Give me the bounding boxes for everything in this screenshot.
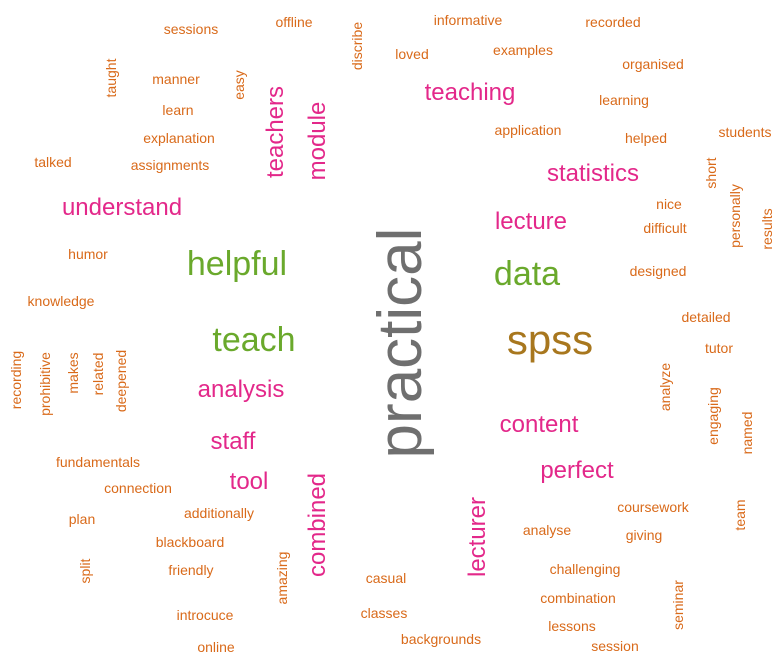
word-application: application — [494, 122, 562, 138]
word-module: module — [304, 101, 331, 181]
word-manner: manner — [152, 71, 200, 87]
word-team: team — [732, 499, 748, 531]
word-analysis: analysis — [197, 376, 285, 403]
word-taught: taught — [103, 58, 119, 98]
word-perfect: perfect — [540, 457, 614, 484]
word-giving: giving — [625, 527, 663, 543]
word-short: short — [703, 157, 719, 189]
word-teaching: teaching — [424, 79, 516, 106]
word-casual: casual — [365, 570, 407, 586]
word-session: session — [591, 638, 639, 654]
word-classes: classes — [360, 605, 408, 621]
word-results: results — [759, 208, 773, 250]
word-data: data — [493, 255, 561, 293]
word-lessons: lessons — [548, 618, 596, 634]
word-prohibitive: prohibitive — [37, 352, 53, 416]
word-sessions: sessions — [163, 21, 219, 37]
word-connection: connection — [104, 480, 172, 496]
word-designed: designed — [629, 263, 687, 279]
word-detailed: detailed — [681, 309, 731, 325]
word-assignments: assignments — [130, 157, 210, 173]
word-understand: understand — [61, 194, 183, 221]
word-amazing: amazing — [274, 551, 290, 605]
word-related: related — [90, 352, 106, 396]
word-combined: combined — [304, 472, 331, 578]
word-spss: spss — [506, 316, 594, 363]
word-tutor: tutor — [704, 340, 734, 356]
word-backgrounds: backgrounds — [400, 631, 482, 647]
word-nice: nice — [656, 196, 682, 212]
word-blackboard: blackboard — [155, 534, 225, 550]
word-online: online — [197, 639, 235, 655]
word-teachers: teachers — [262, 85, 289, 179]
word-humor: humor — [68, 246, 108, 262]
word-fundamentals: fundamentals — [55, 454, 141, 470]
word-analyze: analyze — [657, 362, 673, 412]
word-learn: learn — [162, 102, 194, 118]
word-lecture: lecture — [494, 208, 568, 235]
word-additionally: additionally — [183, 505, 255, 521]
word-named: named — [739, 411, 755, 455]
word-loved: loved — [395, 46, 429, 62]
word-combination: combination — [540, 590, 616, 606]
word-statistics: statistics — [546, 160, 640, 187]
word-analyse: analyse — [522, 522, 572, 538]
word-examples: examples — [493, 42, 553, 58]
word-lecturer: lecturer — [464, 496, 491, 578]
word-difficult: difficult — [643, 220, 687, 236]
word-discribe: discribe — [349, 21, 365, 71]
word-tool: tool — [229, 468, 269, 495]
word-friendly: friendly — [168, 562, 214, 578]
word-recording: recording — [8, 350, 24, 410]
word-split: split — [77, 558, 93, 584]
word-students: students — [718, 124, 772, 140]
word-recorded: recorded — [585, 14, 641, 30]
word-practical: practical — [366, 227, 435, 459]
word-challenging: challenging — [549, 561, 621, 577]
word-talked: talked — [34, 154, 72, 170]
word-staff: staff — [210, 428, 256, 455]
word-offline: offline — [275, 14, 313, 30]
word-engaging: engaging — [705, 387, 721, 445]
word-easy: easy — [231, 70, 247, 100]
word-helped: helped — [624, 130, 668, 146]
word-learning: learning — [599, 92, 649, 108]
word-personally: personally — [727, 184, 743, 248]
word-coursework: coursework — [617, 499, 689, 515]
word-seminar: seminar — [670, 580, 686, 630]
word-teach: teach — [212, 321, 296, 359]
word-content: content — [499, 411, 579, 438]
word-deepened: deepened — [113, 349, 129, 413]
word-plan: plan — [68, 511, 96, 527]
word-explanation: explanation — [143, 130, 215, 146]
word-organised: organised — [622, 56, 684, 72]
word-informative: informative — [433, 12, 503, 28]
word-introcuce: introcuce — [176, 607, 234, 623]
word-makes: makes — [65, 352, 81, 394]
word-helpful: helpful — [186, 245, 288, 283]
word-knowledge: knowledge — [27, 293, 95, 309]
